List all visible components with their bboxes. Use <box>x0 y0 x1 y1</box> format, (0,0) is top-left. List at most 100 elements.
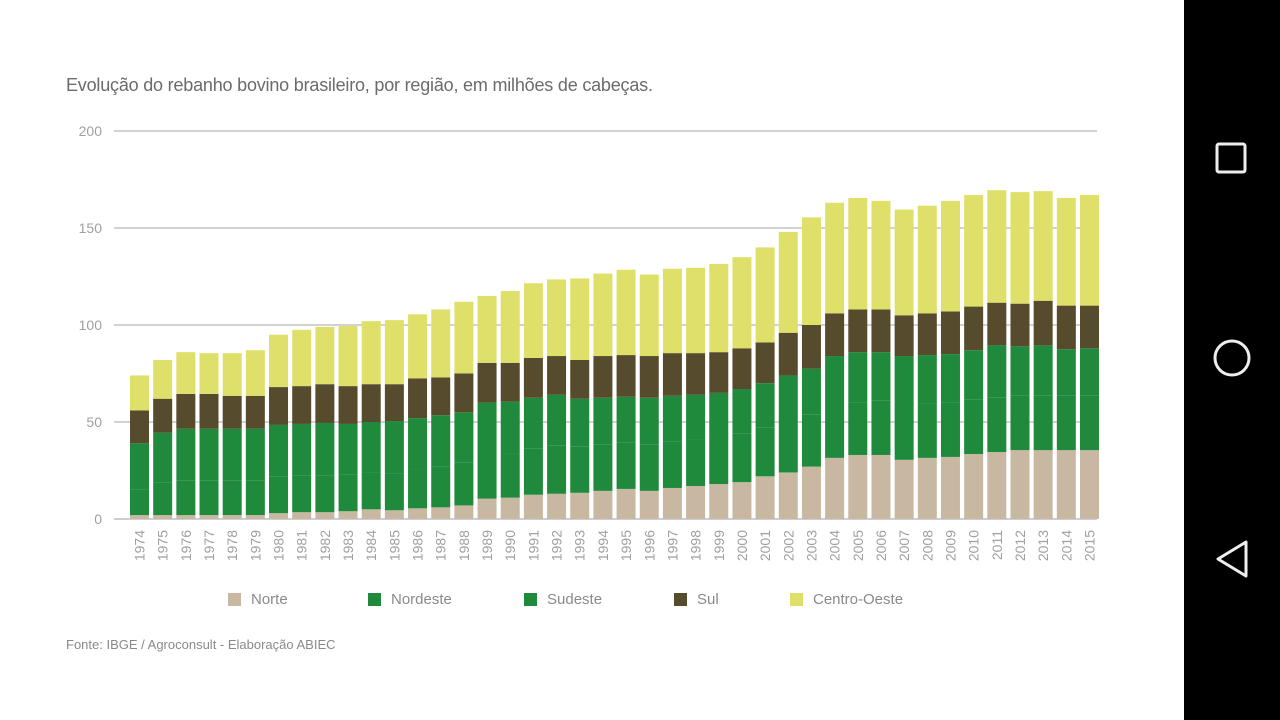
bar-nordeste-2012 <box>1010 395 1030 451</box>
recents-button[interactable] <box>1184 119 1280 199</box>
x-tick-label: 1982 <box>317 530 333 561</box>
bar-sul-1993 <box>570 359 590 399</box>
bar-norte-1994 <box>593 490 613 519</box>
x-tick-label: 1984 <box>363 530 379 561</box>
bar-norte-1988 <box>454 505 474 519</box>
x-tick-label: 1975 <box>155 530 171 561</box>
bar-centro-oeste-1978 <box>222 353 242 396</box>
bar-stack-2011 <box>987 190 1007 519</box>
bar-sudeste-1990 <box>500 401 520 454</box>
y-tick-label: 200 <box>79 123 103 139</box>
x-tick-label: 1978 <box>224 530 240 561</box>
legend-swatch <box>790 593 803 606</box>
x-tick-label: 1992 <box>549 530 565 561</box>
bar-centro-oeste-2007 <box>894 209 914 316</box>
x-tick-label: 2004 <box>827 530 843 561</box>
bar-sudeste-2004 <box>825 356 845 406</box>
x-tick-label: 1997 <box>664 530 680 561</box>
x-tick-label: 1977 <box>201 530 217 561</box>
bar-norte-2012 <box>1010 450 1030 519</box>
x-tick-label: 2003 <box>803 530 819 561</box>
bar-sul-2006 <box>871 309 891 353</box>
bar-sudeste-1991 <box>523 397 543 449</box>
x-tick-label: 1980 <box>271 530 287 561</box>
bar-nordeste-2003 <box>801 414 821 467</box>
bar-stack-1985 <box>384 320 404 519</box>
bar-sudeste-1979 <box>245 428 265 481</box>
x-tick-label: 2001 <box>757 530 773 561</box>
bar-nordeste-2015 <box>1080 395 1099 451</box>
bar-nordeste-1974 <box>130 489 149 516</box>
bar-sudeste-2002 <box>778 375 798 422</box>
bar-centro-oeste-1990 <box>500 291 520 363</box>
bar-centro-oeste-2006 <box>871 200 891 310</box>
x-tick-label: 1981 <box>294 530 310 561</box>
legend-item-norte: Norte <box>228 591 288 608</box>
bar-sudeste-2011 <box>987 345 1007 398</box>
bar-sul-1976 <box>176 393 196 429</box>
bar-nordeste-2014 <box>1056 395 1076 451</box>
bars <box>130 190 1099 519</box>
bar-norte-1989 <box>477 498 497 519</box>
bar-centro-oeste-2002 <box>778 231 798 333</box>
circle-icon <box>1213 339 1251 377</box>
bar-stack-1997 <box>662 268 682 519</box>
y-tick-label: 50 <box>86 414 102 430</box>
bar-centro-oeste-2008 <box>917 205 937 314</box>
bar-sul-2015 <box>1080 305 1099 349</box>
x-tick-label: 2007 <box>896 530 912 561</box>
bar-centro-oeste-2015 <box>1080 195 1099 306</box>
bar-sul-1996 <box>639 356 659 398</box>
bar-nordeste-2011 <box>987 397 1007 453</box>
bar-nordeste-1977 <box>199 480 219 516</box>
x-tick-label: 1974 <box>132 530 148 561</box>
bar-centro-oeste-1987 <box>431 309 451 378</box>
bar-centro-oeste-1999 <box>709 263 729 353</box>
bar-sudeste-2003 <box>801 368 821 415</box>
bar-sudeste-1978 <box>222 428 242 481</box>
home-button[interactable] <box>1184 318 1280 398</box>
bar-sul-1979 <box>245 395 265 429</box>
bar-sudeste-2007 <box>894 356 914 406</box>
bar-sudeste-2008 <box>917 355 937 404</box>
bar-sudeste-1989 <box>477 402 497 455</box>
bar-norte-1996 <box>639 490 659 519</box>
bar-sul-2000 <box>732 348 752 390</box>
bar-centro-oeste-1998 <box>686 267 706 354</box>
bar-nordeste-1984 <box>361 472 381 510</box>
bar-stack-1984 <box>361 321 381 519</box>
bar-centro-oeste-2004 <box>825 202 845 314</box>
bar-sudeste-1982 <box>315 422 335 476</box>
x-tick-label: 1983 <box>340 530 356 561</box>
bar-sul-1985 <box>384 384 404 422</box>
stacked-bar-chart: 0 50 100 150 200 1974 1975 1976 1977 1978 1979 198… <box>79 123 1099 561</box>
bar-stack-1979 <box>245 350 265 519</box>
bar-stack-2009 <box>940 200 960 519</box>
bar-sudeste-1974 <box>130 443 149 490</box>
bar-stack-1975 <box>153 359 173 519</box>
bar-stack-1990 <box>500 291 520 519</box>
x-tick-label: 2000 <box>734 530 750 561</box>
bar-stack-1995 <box>616 269 636 519</box>
bar-centro-oeste-1983 <box>338 325 358 387</box>
bar-stack-2010 <box>964 195 984 519</box>
bar-stack-1998 <box>686 267 706 519</box>
bar-norte-1985 <box>384 510 404 519</box>
bar-centro-oeste-1976 <box>176 352 196 394</box>
bar-stack-2006 <box>871 200 891 519</box>
bar-stack-1981 <box>292 329 312 519</box>
bar-sudeste-2009 <box>940 354 960 403</box>
back-button[interactable] <box>1184 519 1280 599</box>
bar-stack-2003 <box>801 217 821 519</box>
bar-centro-oeste-2011 <box>987 190 1007 303</box>
bar-stack-1980 <box>269 334 289 519</box>
x-tick-label: 1988 <box>456 530 472 561</box>
bar-sudeste-1976 <box>176 428 196 481</box>
bar-sul-2008 <box>917 313 937 356</box>
bar-sul-2013 <box>1033 300 1053 346</box>
bar-norte-2001 <box>755 476 775 519</box>
bar-centro-oeste-1988 <box>454 301 474 374</box>
x-tick-label: 1985 <box>386 530 402 561</box>
bar-norte-2013 <box>1033 450 1053 519</box>
y-tick-label: 100 <box>79 317 103 333</box>
